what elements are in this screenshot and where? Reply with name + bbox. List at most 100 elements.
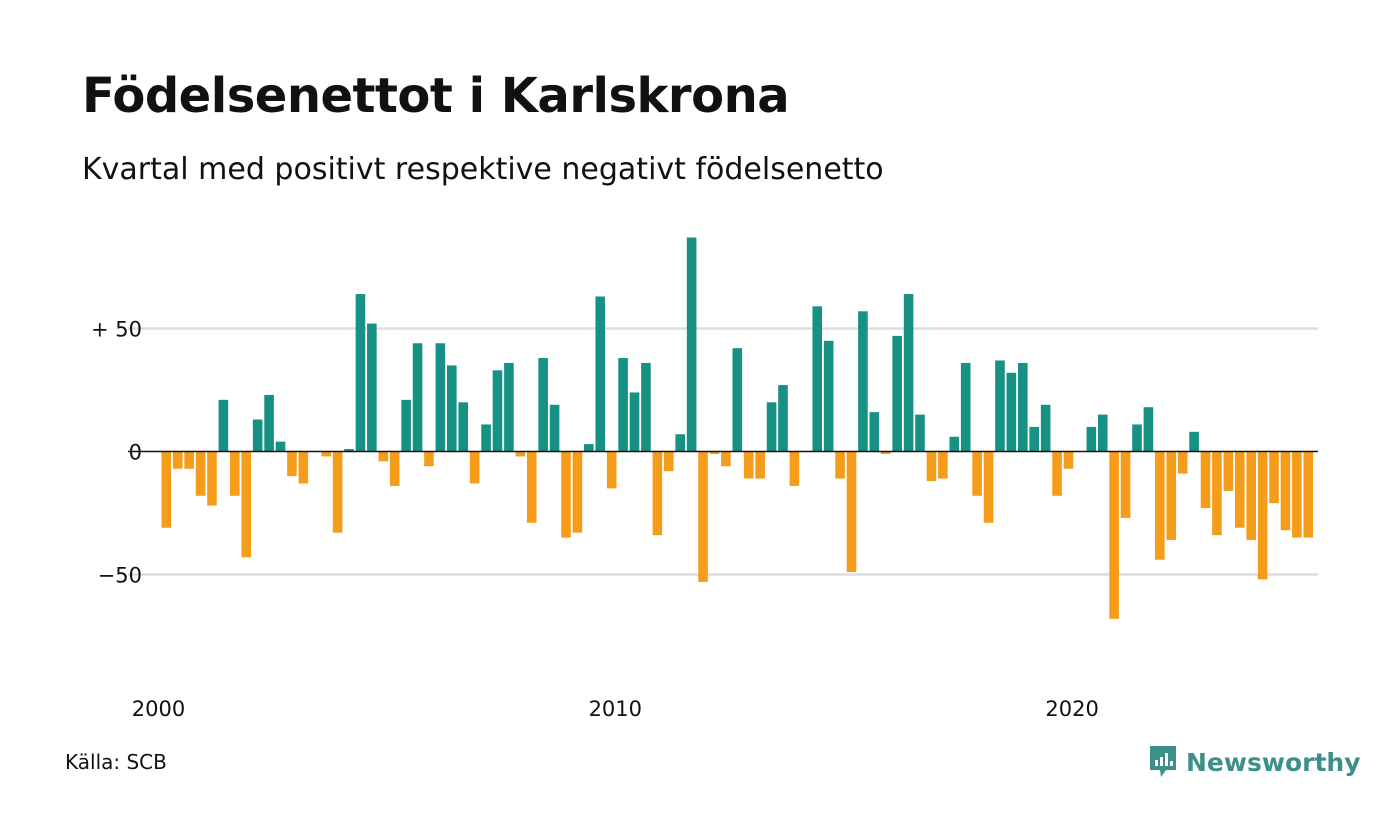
bar-positive <box>732 348 743 452</box>
bar-negative <box>207 451 217 506</box>
bar-positive <box>949 436 960 452</box>
bar-positive <box>1018 362 1028 452</box>
bar-positive <box>1189 431 1199 452</box>
bar-positive <box>1132 424 1142 452</box>
bar-negative <box>663 451 674 472</box>
grid-lines <box>128 327 1318 576</box>
bar-positive <box>618 358 628 452</box>
bar-negative <box>424 451 434 467</box>
chat-bar-chart-icon <box>1150 746 1176 777</box>
bar-negative <box>321 451 331 457</box>
bar-positive <box>1086 426 1097 452</box>
bar-positive <box>252 419 263 452</box>
chart-title: Födelsenettot i Karlskrona <box>82 68 790 124</box>
bar-negative <box>195 451 206 496</box>
newsworthy-logo: Newsworthy <box>1148 744 1361 780</box>
bar-positive <box>812 306 823 452</box>
bar-positive <box>766 402 777 452</box>
bar-negative <box>1269 451 1279 504</box>
bar-positive <box>858 311 868 452</box>
bar-negative <box>287 451 297 477</box>
bar-positive <box>275 441 286 452</box>
bar-positive <box>492 370 503 452</box>
bar-negative <box>938 451 948 479</box>
bar-negative <box>515 451 526 457</box>
y-tick-label: + 50 <box>91 318 142 342</box>
bar-positive <box>218 399 229 452</box>
bar-negative <box>709 451 720 454</box>
bar-positive <box>629 392 640 452</box>
bar-positive <box>892 335 902 452</box>
bar-positive <box>778 385 788 452</box>
bar-negative <box>1155 451 1165 560</box>
bar-negative <box>1166 451 1177 541</box>
bar-positive <box>960 362 971 452</box>
bar-positive <box>995 360 1005 452</box>
bar-positive <box>823 340 834 452</box>
bar-positive <box>355 294 366 452</box>
bar-negative <box>561 451 571 538</box>
bar-positive <box>401 399 411 452</box>
bar-positive <box>1143 407 1154 452</box>
bar-negative <box>1120 451 1131 518</box>
source-note: Källa: SCB <box>65 750 167 774</box>
bar-negative <box>1200 451 1211 509</box>
bar-positive <box>549 404 560 452</box>
bar-negative <box>184 451 194 469</box>
bar-negative <box>789 451 800 486</box>
bar-negative <box>241 451 252 558</box>
bar-positive <box>595 296 606 452</box>
bar-negative <box>1223 451 1234 491</box>
bar-negative <box>743 451 754 479</box>
x-tick-label: 2010 <box>589 697 642 721</box>
bar-negative <box>526 451 537 523</box>
bar-positive <box>481 424 491 452</box>
bar-positive <box>1040 404 1051 452</box>
bar-negative <box>1257 451 1268 580</box>
bar-positive <box>504 362 514 452</box>
bar-negative <box>755 451 765 479</box>
bar-positive <box>412 343 423 452</box>
bar-positive <box>686 237 697 452</box>
bar-positive <box>538 358 548 452</box>
bar-negative <box>389 451 400 486</box>
bar-positive <box>458 402 469 452</box>
bar-positive <box>435 343 446 452</box>
bar-negative <box>230 451 240 496</box>
x-tick-label: 2020 <box>1045 697 1098 721</box>
bar-negative <box>846 451 857 573</box>
bar-positive <box>641 362 651 452</box>
bar-negative <box>572 451 583 533</box>
bar-negative <box>469 451 480 484</box>
bar-negative <box>652 451 663 536</box>
bar-negative <box>298 451 309 484</box>
bar-positive <box>869 412 880 452</box>
bar-positive <box>1097 414 1108 452</box>
bar-negative <box>172 451 183 469</box>
bar-negative <box>1109 451 1119 619</box>
bars <box>161 237 1314 619</box>
tick-labels: + 50 0 −50 2000 2010 2020 <box>91 318 1099 722</box>
logo-text: Newsworthy <box>1186 747 1361 777</box>
bar-negative <box>1303 451 1314 538</box>
bar-negative <box>926 451 937 482</box>
bar-positive <box>1029 426 1040 452</box>
bar-negative <box>835 451 845 479</box>
bar-negative <box>1052 451 1062 496</box>
bar-negative <box>1280 451 1291 531</box>
y-tick-label: 0 <box>129 441 142 465</box>
bar-negative <box>972 451 982 496</box>
bar-positive <box>675 434 685 452</box>
bar-positive <box>367 323 377 452</box>
bar-negative <box>1246 451 1256 541</box>
bar-negative <box>161 451 172 528</box>
bar-negative <box>1212 451 1222 536</box>
bar-negative <box>1063 451 1074 469</box>
bar-positive <box>264 394 274 452</box>
bar-negative <box>1177 451 1188 474</box>
y-tick-label: −50 <box>98 564 142 588</box>
bar-negative <box>606 451 617 489</box>
bar-negative <box>378 451 389 462</box>
bar-negative <box>880 451 891 454</box>
bar-positive <box>903 294 914 452</box>
